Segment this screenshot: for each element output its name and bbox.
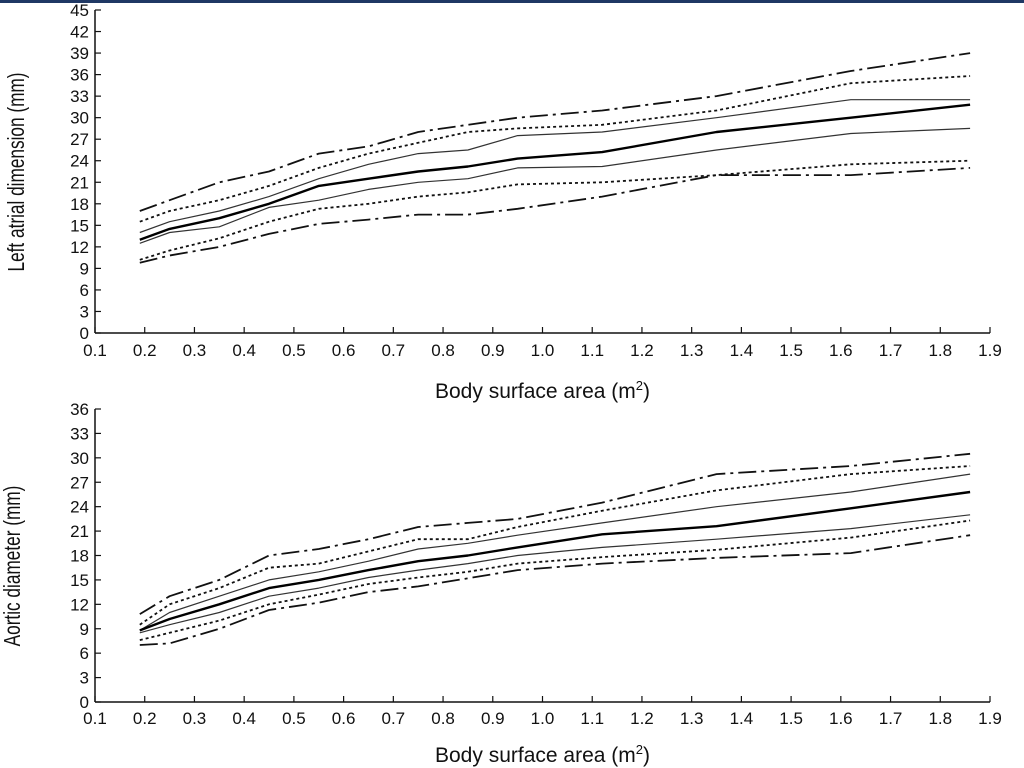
- x-tick-label: 1.4: [730, 341, 754, 360]
- series-line-dashdot-6: [139, 167, 971, 264]
- x-tick-label: 1.5: [779, 341, 803, 360]
- x-tick-label: 1.7: [879, 709, 903, 728]
- x-tick-label: 1.6: [829, 341, 853, 360]
- x-tick-label: 0.6: [332, 709, 356, 728]
- series-line-thin-2: [139, 473, 971, 631]
- x-tick-label: 0.8: [431, 709, 455, 728]
- y-tick-label: 30: [70, 109, 89, 128]
- y-tick-label: 3: [80, 669, 89, 688]
- x-tick-label: 0.5: [282, 341, 306, 360]
- x-tick-label: 0.1: [83, 341, 107, 360]
- y-tick-label: 39: [70, 44, 89, 63]
- x-axis-label-close: ): [643, 380, 650, 403]
- y-tick-label: 21: [70, 522, 89, 541]
- y-tick-label: 15: [70, 216, 89, 235]
- y-tick-label: 36: [70, 66, 89, 85]
- y-tick-label: 27: [70, 130, 89, 149]
- x-tick-label: 0.3: [183, 341, 207, 360]
- series-line-thin-4: [139, 514, 971, 634]
- y-tick-label: 27: [70, 473, 89, 492]
- x-tick-label: 1.8: [928, 709, 952, 728]
- y-tick-label: 36: [70, 400, 89, 419]
- y-tick-label: 33: [70, 424, 89, 443]
- x-tick-label: 1.1: [580, 709, 604, 728]
- y-tick-label: 3: [80, 302, 89, 321]
- x-axis-label: Body surface area (m2): [435, 378, 650, 403]
- y-tick-label: 18: [70, 195, 89, 214]
- series-line-thin-4: [139, 127, 971, 244]
- x-tick-label: 1.1: [580, 341, 604, 360]
- x-axis-label-superscript: 2: [636, 378, 643, 393]
- x-tick-label: 0.4: [232, 709, 256, 728]
- y-tick-label: 24: [70, 152, 89, 171]
- x-tick-label: 0.8: [431, 341, 455, 360]
- x-tick-label: 0.1: [83, 709, 107, 728]
- series-line-dashdot-6: [139, 534, 971, 646]
- x-tick-label: 0.9: [481, 709, 505, 728]
- y-tick-label: 0: [80, 693, 89, 712]
- y-tick-label: 15: [70, 571, 89, 590]
- y-tick-label: 6: [80, 281, 89, 300]
- series-line-bold-3: [139, 103, 971, 241]
- y-tick-label: 6: [80, 644, 89, 663]
- x-tick-label: 1.2: [630, 709, 654, 728]
- x-tick-label: 0.9: [481, 341, 505, 360]
- series-line-bold-3: [139, 490, 971, 632]
- y-tick-label: 18: [70, 547, 89, 566]
- y-tick-label: 12: [70, 238, 89, 257]
- x-tick-label: 1.6: [829, 709, 853, 728]
- x-axis-label-superscript: 2: [636, 742, 643, 757]
- x-tick-label: 1.9: [978, 341, 1002, 360]
- x-tick-label: 1.8: [928, 341, 952, 360]
- y-axis-label: Left atrial dimension (mm): [3, 72, 29, 271]
- series-line-dotted-1: [139, 75, 971, 223]
- x-tick-label: 0.5: [282, 709, 306, 728]
- x-tick-label: 0.2: [133, 709, 157, 728]
- y-tick-label: 30: [70, 449, 89, 468]
- x-tick-label: 0.4: [232, 341, 256, 360]
- x-tick-label: 0.7: [382, 709, 406, 728]
- x-tick-label: 1.0: [531, 709, 555, 728]
- x-tick-label: 0.7: [382, 341, 406, 360]
- x-tick-label: 0.2: [133, 341, 157, 360]
- y-tick-label: 21: [70, 173, 89, 192]
- x-tick-label: 1.4: [730, 709, 754, 728]
- series-line-dashdot-0: [139, 52, 971, 212]
- series-line-thin-2: [139, 99, 971, 234]
- x-axis-label-text: Body surface area (m: [435, 744, 636, 767]
- y-tick-label: 9: [80, 259, 89, 278]
- y-tick-label: 9: [80, 620, 89, 639]
- y-tick-label: 33: [70, 87, 89, 106]
- x-tick-label: 1.7: [879, 341, 903, 360]
- x-tick-label: 1.2: [630, 341, 654, 360]
- y-axis-label: Aortic diameter (mm): [0, 486, 26, 647]
- y-tick-label: 12: [70, 595, 89, 614]
- x-tick-label: 1.9: [978, 709, 1002, 728]
- x-tick-label: 0.6: [332, 341, 356, 360]
- series-line-dashdot-0: [139, 452, 971, 615]
- series-line-dotted-1: [139, 465, 971, 626]
- x-tick-label: 1.0: [531, 341, 555, 360]
- x-tick-label: 0.3: [183, 709, 207, 728]
- slide-top-band: [0, 0, 1024, 3]
- y-tick-label: 0: [80, 324, 89, 343]
- x-tick-label: 1.3: [680, 341, 704, 360]
- x-axis-label-text: Body surface area (m: [435, 380, 636, 403]
- x-axis-label-close: ): [643, 744, 650, 767]
- x-axis-label: Body surface area (m2): [435, 742, 650, 767]
- y-tick-label: 42: [70, 23, 89, 42]
- series-line-dotted-5: [139, 519, 971, 641]
- x-tick-label: 1.3: [680, 709, 704, 728]
- y-tick-label: 45: [70, 1, 89, 20]
- y-tick-label: 24: [70, 498, 89, 517]
- x-tick-label: 1.5: [779, 709, 803, 728]
